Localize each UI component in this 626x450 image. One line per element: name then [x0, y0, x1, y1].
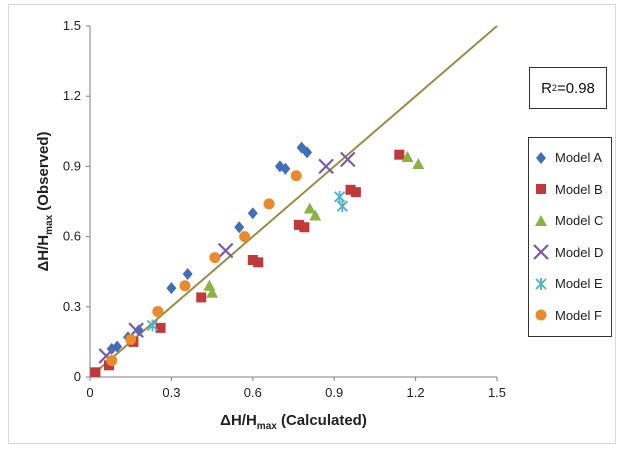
- data-point: [125, 334, 137, 346]
- data-point: [217, 242, 234, 259]
- data-point: [253, 257, 264, 268]
- data-point: [302, 146, 313, 159]
- y-tick-label: 0.3: [63, 299, 81, 314]
- data-point: [133, 324, 144, 337]
- reference-line-group: [89, 25, 498, 378]
- data-point: [318, 158, 334, 175]
- data-point: [339, 151, 356, 168]
- data-point: [239, 231, 251, 243]
- y-axis-title: ΔH/Hmax (Observed): [35, 131, 55, 271]
- legend-marker: [533, 244, 549, 261]
- data-point: [290, 170, 302, 182]
- data-point: [309, 209, 322, 221]
- legend-label: Model A: [555, 150, 602, 166]
- data-point: [401, 151, 414, 163]
- y-tick-label: 1.2: [63, 88, 81, 103]
- data-point: [112, 340, 123, 353]
- x-tick-label: 1.2: [407, 385, 425, 400]
- legend-asterisk-icon: [535, 277, 547, 290]
- x-axis-title-sub: max: [257, 421, 277, 432]
- legend-item: Model E: [529, 268, 611, 300]
- data-point: [412, 158, 425, 170]
- data-point: [394, 149, 405, 160]
- data-point: [350, 187, 361, 198]
- x-tick-label: 0: [86, 385, 93, 400]
- x-tick-label: 0.3: [162, 385, 180, 400]
- r-squared-prefix: R: [541, 79, 552, 97]
- y-tick-label: 1.5: [63, 18, 81, 33]
- x-axis-title-suffix: (Calculated): [277, 412, 367, 429]
- data-point: [333, 190, 346, 203]
- data-point: [182, 268, 193, 281]
- legend-label: Model C: [555, 213, 604, 229]
- data-point: [155, 322, 166, 333]
- data-point: [152, 305, 164, 317]
- r-squared-value: =0.98: [556, 79, 595, 97]
- data-point: [146, 319, 159, 332]
- legend-diamond-icon: [536, 151, 546, 164]
- y-axis-title-main: ΔH/H: [35, 235, 52, 272]
- legend-item: Model D: [529, 237, 611, 269]
- y-tick-label: 0: [74, 369, 81, 384]
- legend-marker: [536, 184, 546, 195]
- x-tick-label: 0.9: [325, 385, 343, 400]
- legend-label: Model D: [555, 244, 604, 260]
- x-tick-label: 1.5: [488, 385, 506, 400]
- legend-item: Model A: [529, 142, 611, 174]
- data-point: [303, 202, 316, 214]
- legend-x-icon: [533, 244, 549, 261]
- axes: 0 0.3 0.6 0.9 1.2 1.5 0 0.3 0.6 0.9 1.2 1.5: [63, 18, 506, 400]
- legend-label: Model B: [555, 181, 603, 197]
- data-point: [90, 367, 101, 378]
- r-squared-superscript: 2: [551, 83, 557, 93]
- data-point: [196, 292, 207, 303]
- data-point: [280, 162, 291, 175]
- x-axis-title-main: ΔH/H: [220, 412, 257, 429]
- series-model-a: [106, 141, 313, 355]
- data-point: [234, 221, 245, 234]
- x-tick-label: 0.6: [244, 385, 262, 400]
- y-tick-label: 0.6: [63, 229, 81, 244]
- legend-square-icon: [536, 184, 546, 195]
- data-point: [345, 184, 356, 195]
- legend-triangle-icon: [535, 214, 547, 226]
- r-squared-annotation: R 2 =0.98: [529, 67, 607, 109]
- y-axis-title-suffix: (Observed): [35, 131, 52, 214]
- series-model-c: [203, 151, 425, 298]
- data-point: [247, 207, 258, 220]
- legend-label: Model E: [555, 276, 603, 292]
- legend-marker: [535, 277, 547, 290]
- y-axis-title-sub: max: [44, 214, 55, 234]
- data-point: [166, 282, 177, 295]
- legend-label: Model F: [555, 307, 602, 323]
- legend-item: Model B: [529, 174, 611, 206]
- series-model-f: [106, 170, 302, 367]
- data-point: [263, 198, 275, 210]
- legend-circle-icon: [535, 309, 547, 321]
- y-tick-label: 0.9: [63, 158, 81, 173]
- x-axis-title: ΔH/Hmax (Calculated): [220, 412, 367, 432]
- legend: Model A Model B Model C Model D Model E Model…: [528, 137, 612, 337]
- data-point: [209, 252, 221, 264]
- legend-marker: [536, 151, 546, 164]
- legend-marker: [535, 309, 547, 321]
- data-point: [106, 355, 118, 367]
- data-point: [336, 200, 348, 213]
- series-model-e: [146, 190, 348, 332]
- legend-marker: [535, 214, 547, 226]
- data-point: [206, 286, 219, 298]
- data-point: [293, 219, 304, 230]
- series-model-d: [98, 151, 356, 364]
- legend-item: Model F: [529, 300, 611, 332]
- data-point: [299, 222, 310, 233]
- chart-frame: [8, 4, 616, 444]
- data-point: [203, 279, 216, 291]
- data-marks: [90, 141, 425, 378]
- data-point: [247, 255, 258, 265]
- series-model-b: [90, 149, 405, 378]
- data-point: [179, 280, 191, 292]
- legend-item: Model C: [529, 205, 611, 237]
- reference-line: [89, 25, 498, 378]
